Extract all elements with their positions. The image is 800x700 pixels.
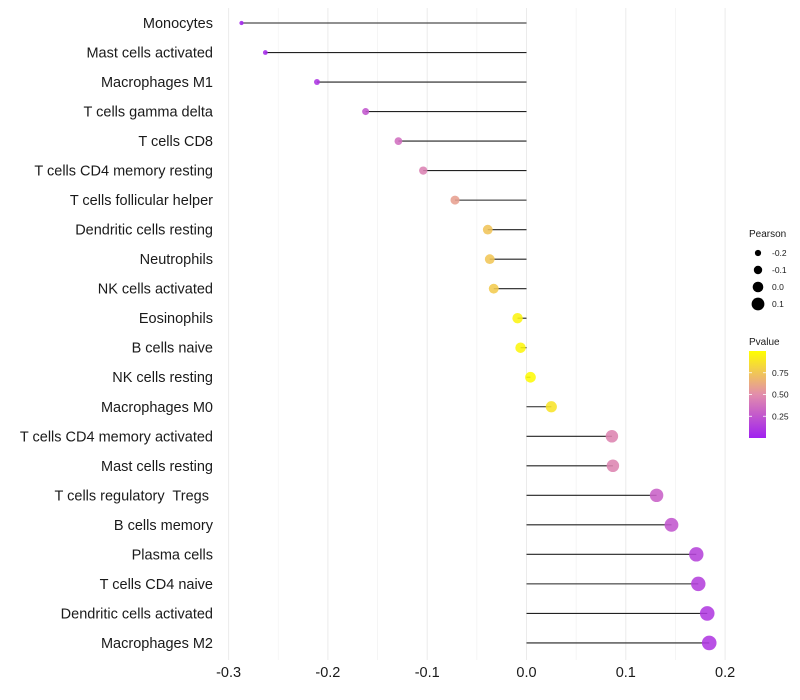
y-axis-label: Dendritic cells resting [75,223,213,239]
lollipop-point [313,79,320,86]
color-legend-label: 0.50 [772,390,789,400]
lollipop-point [525,371,536,383]
lollipop-point [649,488,664,503]
color-legend-title: Pvalue [749,337,780,348]
size-legend-label: 0.0 [772,282,784,292]
color-legend-label: 0.75 [772,368,789,378]
x-tick-label: -0.1 [415,665,440,681]
lollipop-point [484,254,495,265]
x-tick-label: 0.2 [715,665,735,681]
y-axis-label: Monocytes [143,16,213,32]
y-axis-labels: Monocytes Mast cells activated Macrophages… [20,16,214,652]
lollipop-points [239,20,717,651]
lollipop-point [450,195,460,205]
lollipop-point [691,576,706,592]
y-axis-label: Mast cells resting [101,459,213,475]
size-legend: Pearson -0.2 -0.1 0.0 0.1 [749,229,787,311]
size-legend-label: -0.1 [772,265,787,275]
lollipop-point [482,224,493,235]
lollipop-point [606,459,620,473]
lollipop-point [664,517,679,532]
size-legend-key [751,297,765,311]
y-axis-label: T cells gamma delta [84,105,214,121]
size-legend-key [754,249,762,257]
lollipop-point [239,20,244,26]
x-axis-ticks: -0.3 -0.2 -0.1 0.0 0.1 0.2 [216,665,735,681]
y-axis-label: Dendritic cells activated [61,606,213,622]
legend: Pearson -0.2 -0.1 0.0 0.1 Pvalue 0.25 0.50 0.… [749,229,789,438]
lollipop-point [262,50,268,55]
lollipop-point [488,283,499,294]
y-axis-label: T cells CD8 [138,134,213,150]
size-legend-key [752,281,764,293]
y-axis-label: T cells follicular helper [70,193,213,209]
y-axis-label: T cells CD4 memory activated [20,429,213,445]
y-axis-label: T cells regulatory Tregs [55,488,214,504]
x-tick-label: 0.1 [616,665,636,681]
y-axis-label: B cells memory [114,518,214,534]
x-tick-label: 0.0 [516,665,536,681]
lollipop-point [362,108,370,116]
size-legend-title: Pearson [749,229,786,240]
lollipop-point [689,547,704,562]
y-axis-label: Eosinophils [139,311,213,327]
lollipop-point [419,166,428,175]
y-axis-label: NK cells activated [98,282,213,298]
y-axis-label: Macrophages M1 [101,75,213,91]
y-axis-label: B cells naive [132,341,213,357]
size-legend-key [753,265,763,275]
y-axis-label: Mast cells activated [86,46,213,62]
x-tick-label: -0.3 [216,665,241,681]
y-axis-label: Plasma cells [132,547,213,563]
grid-lines [228,8,726,660]
size-legend-label: 0.1 [772,299,784,309]
y-axis-label: NK cells resting [112,370,213,386]
lollipop-stems [241,22,710,644]
y-axis-label: Neutrophils [140,252,213,268]
y-axis-label: Macrophages M0 [101,400,213,416]
lollipop-point [701,635,717,651]
color-legend: Pvalue 0.25 0.50 0.75 [749,337,789,438]
x-tick-label: -0.2 [315,665,340,681]
lollipop-point [394,137,403,145]
lollipop-point [605,430,619,443]
lollipop-point [515,342,526,353]
y-axis-label: T cells CD4 memory resting [34,164,213,180]
y-axis-label: Macrophages M2 [101,636,213,652]
lollipop-point [699,606,715,621]
lollipop-point [545,401,557,413]
size-legend-label: -0.2 [772,248,787,258]
color-legend-bar [749,351,766,438]
y-axis-label: T cells CD4 naive [100,577,213,593]
lollipop-point [512,312,523,324]
color-legend-label: 0.25 [772,411,789,421]
